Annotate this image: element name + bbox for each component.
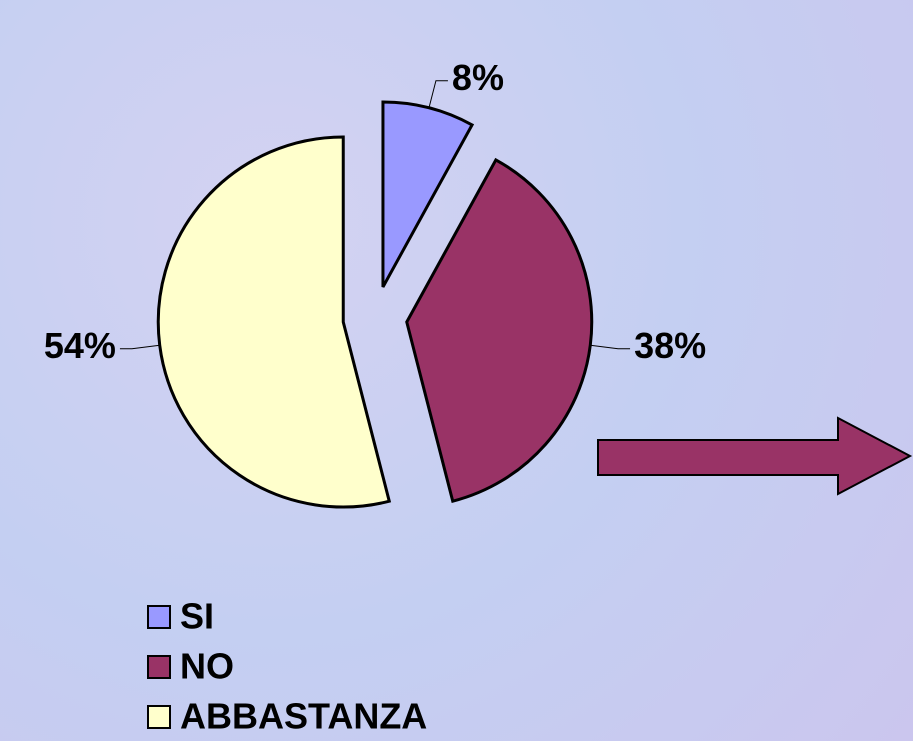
leader-line [590,344,631,350]
legend-label: NO [180,646,234,687]
data-label: 8% [452,57,504,98]
pie-slice [405,157,594,504]
arrow [597,416,913,496]
legend-label: ABBASTANZA [180,696,427,737]
data-label: 38% [634,325,706,366]
legend-swatch [147,655,171,679]
leader-line [119,344,160,350]
pie-slice [156,135,392,509]
leader-line [428,80,448,108]
legend-label: SI [180,596,214,637]
legend-swatch [147,705,171,729]
legend-swatch [147,605,171,629]
pie-slice [381,100,475,288]
data-label: 54% [44,325,116,366]
